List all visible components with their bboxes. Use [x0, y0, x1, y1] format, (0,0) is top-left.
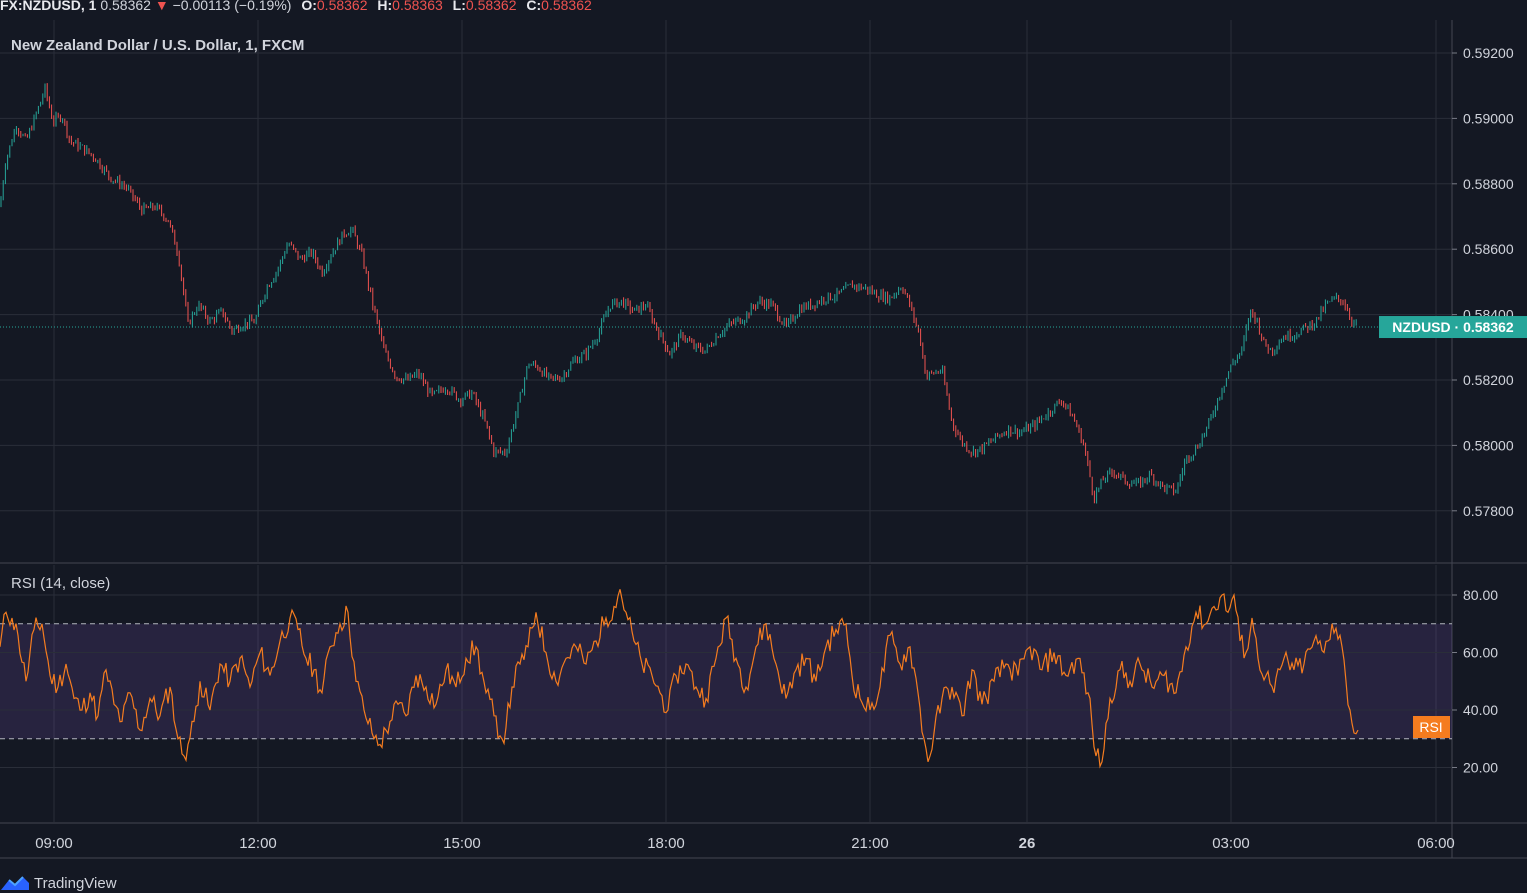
- rsi-tick-label: 80.00: [1463, 587, 1498, 603]
- price-tick-label: 0.59000: [1463, 110, 1514, 126]
- close-value: 0.58362: [541, 0, 592, 13]
- rsi-indicator-title[interactable]: RSI (14, close): [11, 575, 111, 592]
- time-tick-label: 18:00: [647, 835, 685, 852]
- rsi-tick-label: 60.00: [1463, 645, 1498, 661]
- price-tick-label: 0.57800: [1463, 503, 1514, 519]
- time-tick-label: 26: [1019, 835, 1036, 852]
- last-price-badge-bg: [1379, 316, 1527, 339]
- time-tick-label: 12:00: [239, 835, 277, 852]
- symbol-label[interactable]: FX:NZDUSD, 1: [0, 0, 97, 13]
- time-tick-label: 15:00: [443, 835, 481, 852]
- time-tick-label: 09:00: [35, 835, 73, 852]
- last-price-value: 0.58362: [100, 0, 151, 13]
- brand-name: TradingView: [34, 874, 117, 892]
- symbol-info-bar: FX:NZDUSD, 1 0.58362 ▼ −0.00113 (−0.19%)…: [0, 0, 592, 15]
- price-tick-label: 0.58200: [1463, 372, 1514, 388]
- rsi-tick-label: 20.00: [1463, 760, 1498, 776]
- rsi-badge-text: RSI: [1419, 719, 1442, 735]
- rsi-tick-label: 40.00: [1463, 702, 1498, 718]
- price-tick-label: 0.58000: [1463, 437, 1514, 453]
- time-tick-label: 06:00: [1417, 835, 1455, 852]
- high-label: H:: [377, 0, 393, 13]
- down-arrow-icon: ▼: [154, 0, 169, 13]
- last-price-badge-text: NZDUSD · 0.58362: [1392, 319, 1514, 335]
- candlestick-series: [0, 83, 1452, 504]
- price-tick-label: 0.59200: [1463, 45, 1514, 61]
- open-value: 0.58362: [316, 0, 368, 13]
- low-value: 0.58362: [465, 0, 517, 13]
- last-price-badge[interactable]: NZDUSD · 0.58362: [1379, 316, 1527, 339]
- footer-branding[interactable]: TradingView: [0, 873, 117, 893]
- low-label: L:: [452, 0, 466, 13]
- close-label: C:: [526, 0, 542, 13]
- price-tick-label: 0.58800: [1463, 176, 1514, 192]
- rsi-badge-bg: [1413, 716, 1450, 738]
- open-label: O:: [301, 0, 317, 13]
- price-tick-label: 0.58600: [1463, 241, 1514, 257]
- high-value: 0.58363: [392, 0, 443, 13]
- tradingview-logo-icon: [1, 876, 29, 890]
- time-tick-label: 21:00: [851, 835, 889, 852]
- price-change-value: −0.00113 (−0.19%): [172, 0, 292, 13]
- chart-title[interactable]: New Zealand Dollar / U.S. Dollar, 1, FXC…: [11, 37, 305, 54]
- price-axis: 0.592000.590000.588000.586000.584000.582…: [35, 45, 1527, 852]
- rsi-value-badge[interactable]: RSI: [1413, 716, 1450, 738]
- rsi-band-background: [0, 623, 1452, 739]
- rsi-series: [0, 589, 1452, 769]
- rsi-line: [0, 589, 1359, 769]
- time-tick-label: 03:00: [1212, 835, 1250, 852]
